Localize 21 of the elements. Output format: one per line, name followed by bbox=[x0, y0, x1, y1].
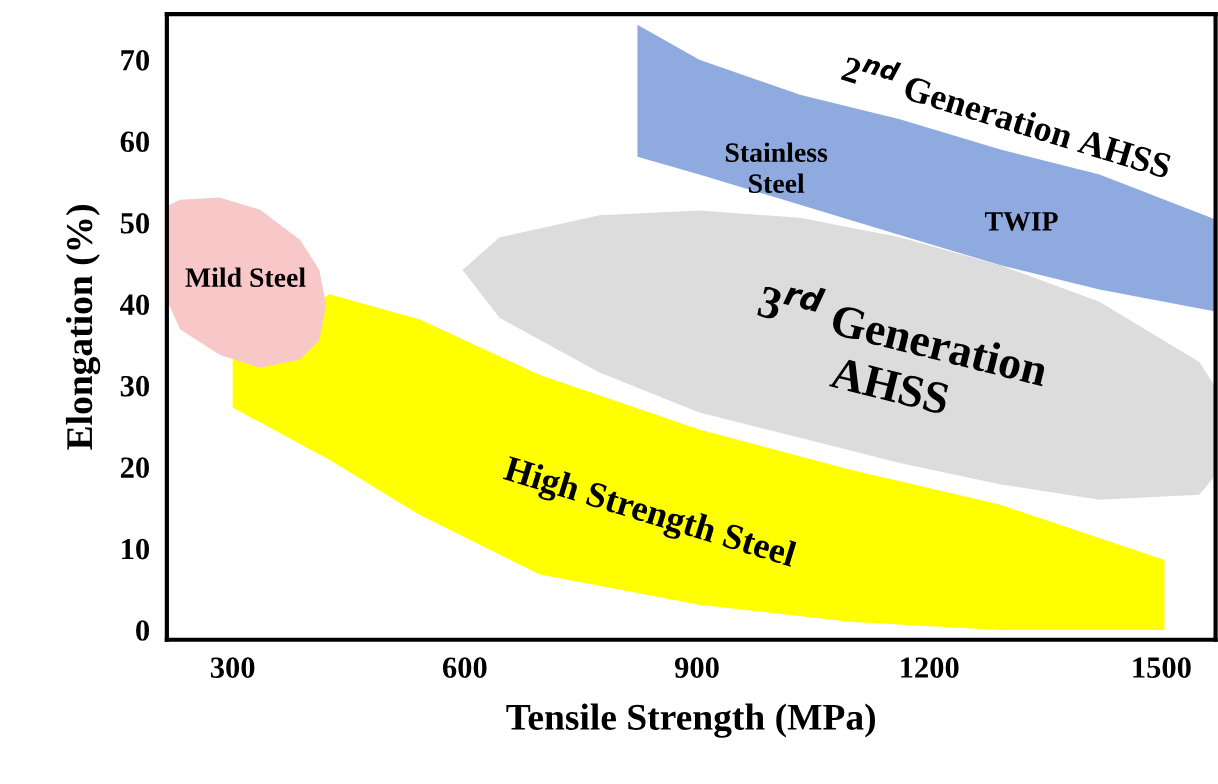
y-axis-title: Elongation (%) bbox=[65, 205, 101, 450]
y-tick-label: 10 bbox=[122, 538, 150, 560]
y-tick-label: 40 bbox=[120, 294, 150, 316]
y-tick-label: 70 bbox=[121, 50, 150, 71]
annotation: 2$^{nd}$ Generation AHSS bbox=[840, 47, 1175, 179]
x-tick-label: 900 bbox=[674, 657, 719, 678]
y-tick-label: 0 bbox=[136, 620, 150, 641]
annotation: High Strength Steel bbox=[500, 454, 799, 575]
x-tick-label: 600 bbox=[442, 657, 487, 678]
annotation: Mild Steel bbox=[185, 267, 306, 287]
annotation: Stainless Steel bbox=[725, 142, 828, 193]
x-tick-label: 1200 bbox=[901, 657, 959, 678]
y-tick-label: 60 bbox=[120, 131, 150, 153]
annotation: 3$^{rd}$ Generation AHSS bbox=[756, 274, 1053, 415]
y-tick-label: 20 bbox=[120, 457, 150, 478]
y-tick-label: 50 bbox=[120, 212, 150, 234]
x-tick-label: 300 bbox=[210, 657, 255, 678]
y-tick-label: 30 bbox=[120, 375, 150, 397]
x-axis-title: Tensile Strength (MPa) bbox=[506, 703, 875, 738]
x-tick-label: 1500 bbox=[1133, 657, 1191, 678]
annotation: TWIP bbox=[984, 212, 1058, 231]
